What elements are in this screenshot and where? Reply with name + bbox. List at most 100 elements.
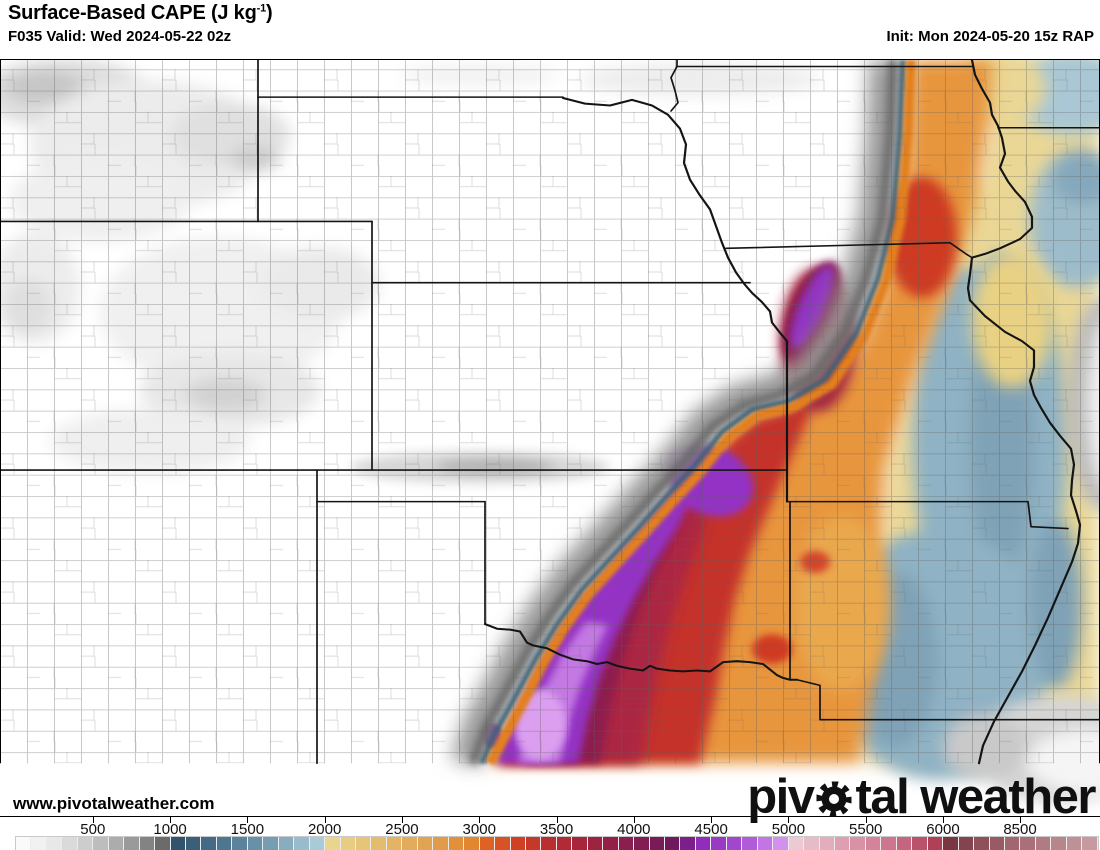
colorbar-cell — [943, 837, 959, 850]
colorbar-tick-label: 3500 — [539, 821, 574, 838]
county-boundaries — [0, 60, 1100, 764]
gear-icon — [815, 781, 852, 817]
colorbar-tick-label: 5000 — [771, 821, 806, 838]
colorbar-cell — [603, 837, 619, 850]
colorbar-tick-label: 1000 — [153, 821, 187, 838]
logo-text-tal-weather: tal weather — [855, 770, 1097, 824]
colorbar-cell — [1020, 837, 1036, 850]
colorbar-cell — [618, 837, 635, 850]
colorbar-cell — [804, 837, 820, 850]
colorbar-cell — [680, 837, 696, 850]
product-title: Surface-Based CAPE (J kg-1) — [8, 2, 273, 24]
colorbar-cell — [665, 837, 681, 850]
colorbar-cell — [850, 837, 866, 850]
colorbar-cell — [711, 837, 727, 850]
colorbar-cell — [479, 837, 496, 850]
colorbar-tick-mark — [711, 817, 713, 823]
colorbar-cell — [541, 837, 557, 850]
colorbar-cell — [881, 837, 897, 850]
colorbar-tick-mark — [401, 817, 403, 823]
river-borders — [483, 60, 1082, 765]
colorbar-cell — [1005, 837, 1021, 850]
colorbar-tick-label: 4000 — [617, 821, 651, 838]
colorbar-cell — [649, 837, 666, 850]
colorbar-cell — [433, 837, 449, 850]
colorbar-cell — [742, 837, 758, 850]
colorbar-tick-label: 6000 — [926, 821, 960, 838]
map-frame: www.pivotalweather.com piv tal weather — [0, 59, 1100, 822]
colorbar-cell — [108, 837, 125, 850]
unit-superscript: -1 — [256, 2, 267, 15]
colorbar-tick-mark — [247, 817, 249, 823]
colorbar-cell — [989, 837, 1005, 850]
forecast-valid-time: F035 Valid: Wed 2024-05-22 02z — [8, 28, 232, 45]
colorbar-cell — [448, 837, 465, 850]
colorbar-cell — [263, 837, 279, 850]
pivotal-weather-logo: piv tal weather — [747, 770, 1097, 824]
colorbar-tick-label: 1500 — [230, 821, 265, 838]
header: Surface-Based CAPE (J kg-1) F035 Valid: … — [0, 0, 1100, 59]
colorbar-cell — [726, 837, 743, 850]
colorbar-tick-label: 5500 — [849, 821, 883, 838]
colorbar-cell — [1066, 837, 1083, 850]
colorbar-cell — [757, 837, 774, 850]
colorbar-cell — [958, 837, 975, 850]
colorbar-cell — [417, 837, 434, 850]
colorbar-cell — [1082, 837, 1098, 850]
logo-text-piv: piv — [747, 770, 815, 824]
colorbar-cell — [232, 837, 248, 850]
colorbar-cell — [695, 837, 712, 850]
colorbar-cell — [634, 837, 650, 850]
colorbar-cell — [355, 837, 372, 850]
colorbar-cell — [294, 837, 310, 850]
colorbar-cells — [15, 836, 1099, 850]
state-borders — [0, 60, 1100, 765]
colorbar-tick-mark — [1020, 817, 1021, 823]
colorbar-cell — [587, 837, 604, 850]
colorbar-cell — [155, 837, 171, 850]
colorbar-tick-mark — [788, 817, 790, 823]
colorbar-cell — [124, 837, 140, 850]
colorbar-cell — [819, 837, 836, 850]
colorbar-cell — [371, 837, 387, 850]
colorbar-cell — [93, 837, 109, 850]
watermark-url: www.pivotalweather.com — [13, 794, 215, 813]
colorbar-cell — [31, 837, 47, 850]
colorbar-cell — [1051, 837, 1067, 850]
colorbar-cell — [464, 837, 480, 850]
colorbar-cell — [1035, 837, 1052, 850]
colorbar-cell — [927, 837, 944, 850]
colorbar-cell — [309, 837, 326, 850]
colorbar-cell — [139, 837, 156, 850]
colorbar-cell — [974, 837, 990, 850]
colorbar-cell — [556, 837, 573, 850]
colorbar-cell — [46, 837, 63, 850]
colorbar-tick-mark — [556, 817, 558, 823]
colorbar-cell — [77, 837, 94, 850]
colorbar-cell — [896, 837, 913, 850]
colorbar-tick-mark — [324, 817, 326, 823]
colorbar-tick-mark — [170, 817, 172, 823]
colorbar-cell — [201, 837, 217, 850]
colorbar-cell — [788, 837, 805, 850]
colorbar-tick-mark — [633, 817, 635, 823]
colorbar-cell — [402, 837, 418, 850]
colorbar-tick-label: 2500 — [385, 821, 419, 838]
colorbar-cell — [325, 837, 341, 850]
colorbar-cell — [62, 837, 78, 850]
colorbar-cell — [572, 837, 588, 850]
colorbar-cell — [525, 837, 542, 850]
colorbar-cell — [185, 837, 202, 850]
colorbar-cell — [510, 837, 526, 850]
colorbar-tick-label: 2000 — [307, 821, 342, 838]
colorbar-tick-label: 4500 — [694, 821, 728, 838]
colorbar-cell — [773, 837, 789, 850]
colorbar-cell — [912, 837, 928, 850]
colorbar-tick-label: 3000 — [462, 821, 496, 838]
colorbar-tick-label: 8500 — [1003, 821, 1037, 838]
colorbar-tick-label: 500 — [80, 821, 106, 838]
colorbar-cell — [247, 837, 264, 850]
colorbar-cell — [865, 837, 882, 850]
model-init-time: Init: Mon 2024-05-20 15z RAP — [886, 28, 1094, 45]
